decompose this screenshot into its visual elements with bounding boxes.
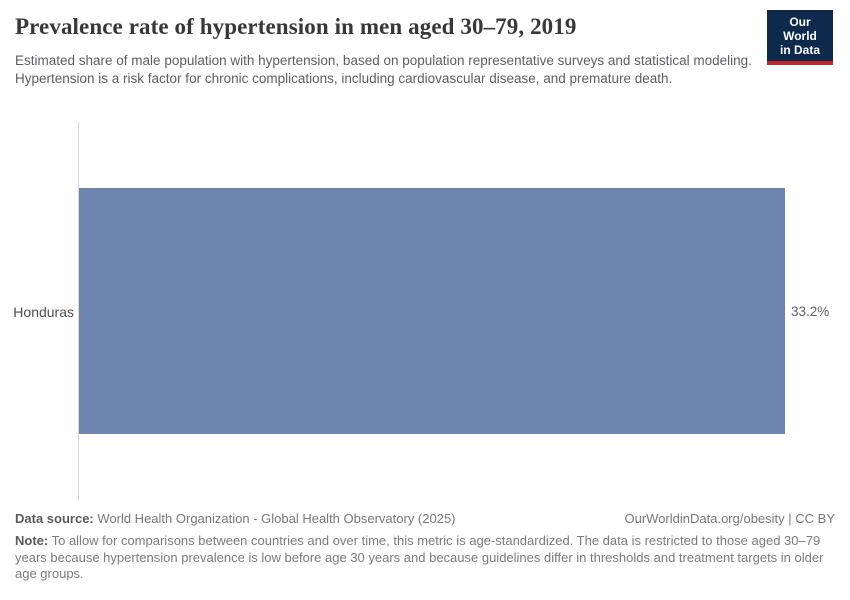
chart-note: Note: To allow for comparisons between c… xyxy=(15,533,835,583)
chart-title: Prevalence rate of hypertension in men a… xyxy=(15,14,577,39)
bar-chart: Honduras 33.2% xyxy=(0,122,850,500)
data-source-value: World Health Organization - Global Healt… xyxy=(93,511,456,526)
data-source-text: Data source: World Health Organization -… xyxy=(15,511,456,526)
value-label: 33.2% xyxy=(791,304,830,319)
owid-logo: Our World in Data xyxy=(767,10,833,65)
chart-footer: Data source: World Health Organization -… xyxy=(15,511,835,583)
owid-logo-line1: Our World xyxy=(783,15,817,43)
source-row: Data source: World Health Organization -… xyxy=(15,511,835,526)
y-axis-line xyxy=(78,122,79,500)
owid-cc-link[interactable]: OurWorldinData.org/obesity | CC BY xyxy=(624,511,836,526)
category-label: Honduras xyxy=(13,304,74,320)
chart-subtitle: Estimated share of male population with … xyxy=(15,53,752,86)
note-label: Note: xyxy=(15,533,49,548)
owid-logo-line2: in Data xyxy=(779,43,820,57)
data-source-label: Data source: xyxy=(15,511,94,526)
bar-honduras[interactable] xyxy=(79,188,785,434)
note-value: To allow for comparisons between countri… xyxy=(15,533,824,581)
